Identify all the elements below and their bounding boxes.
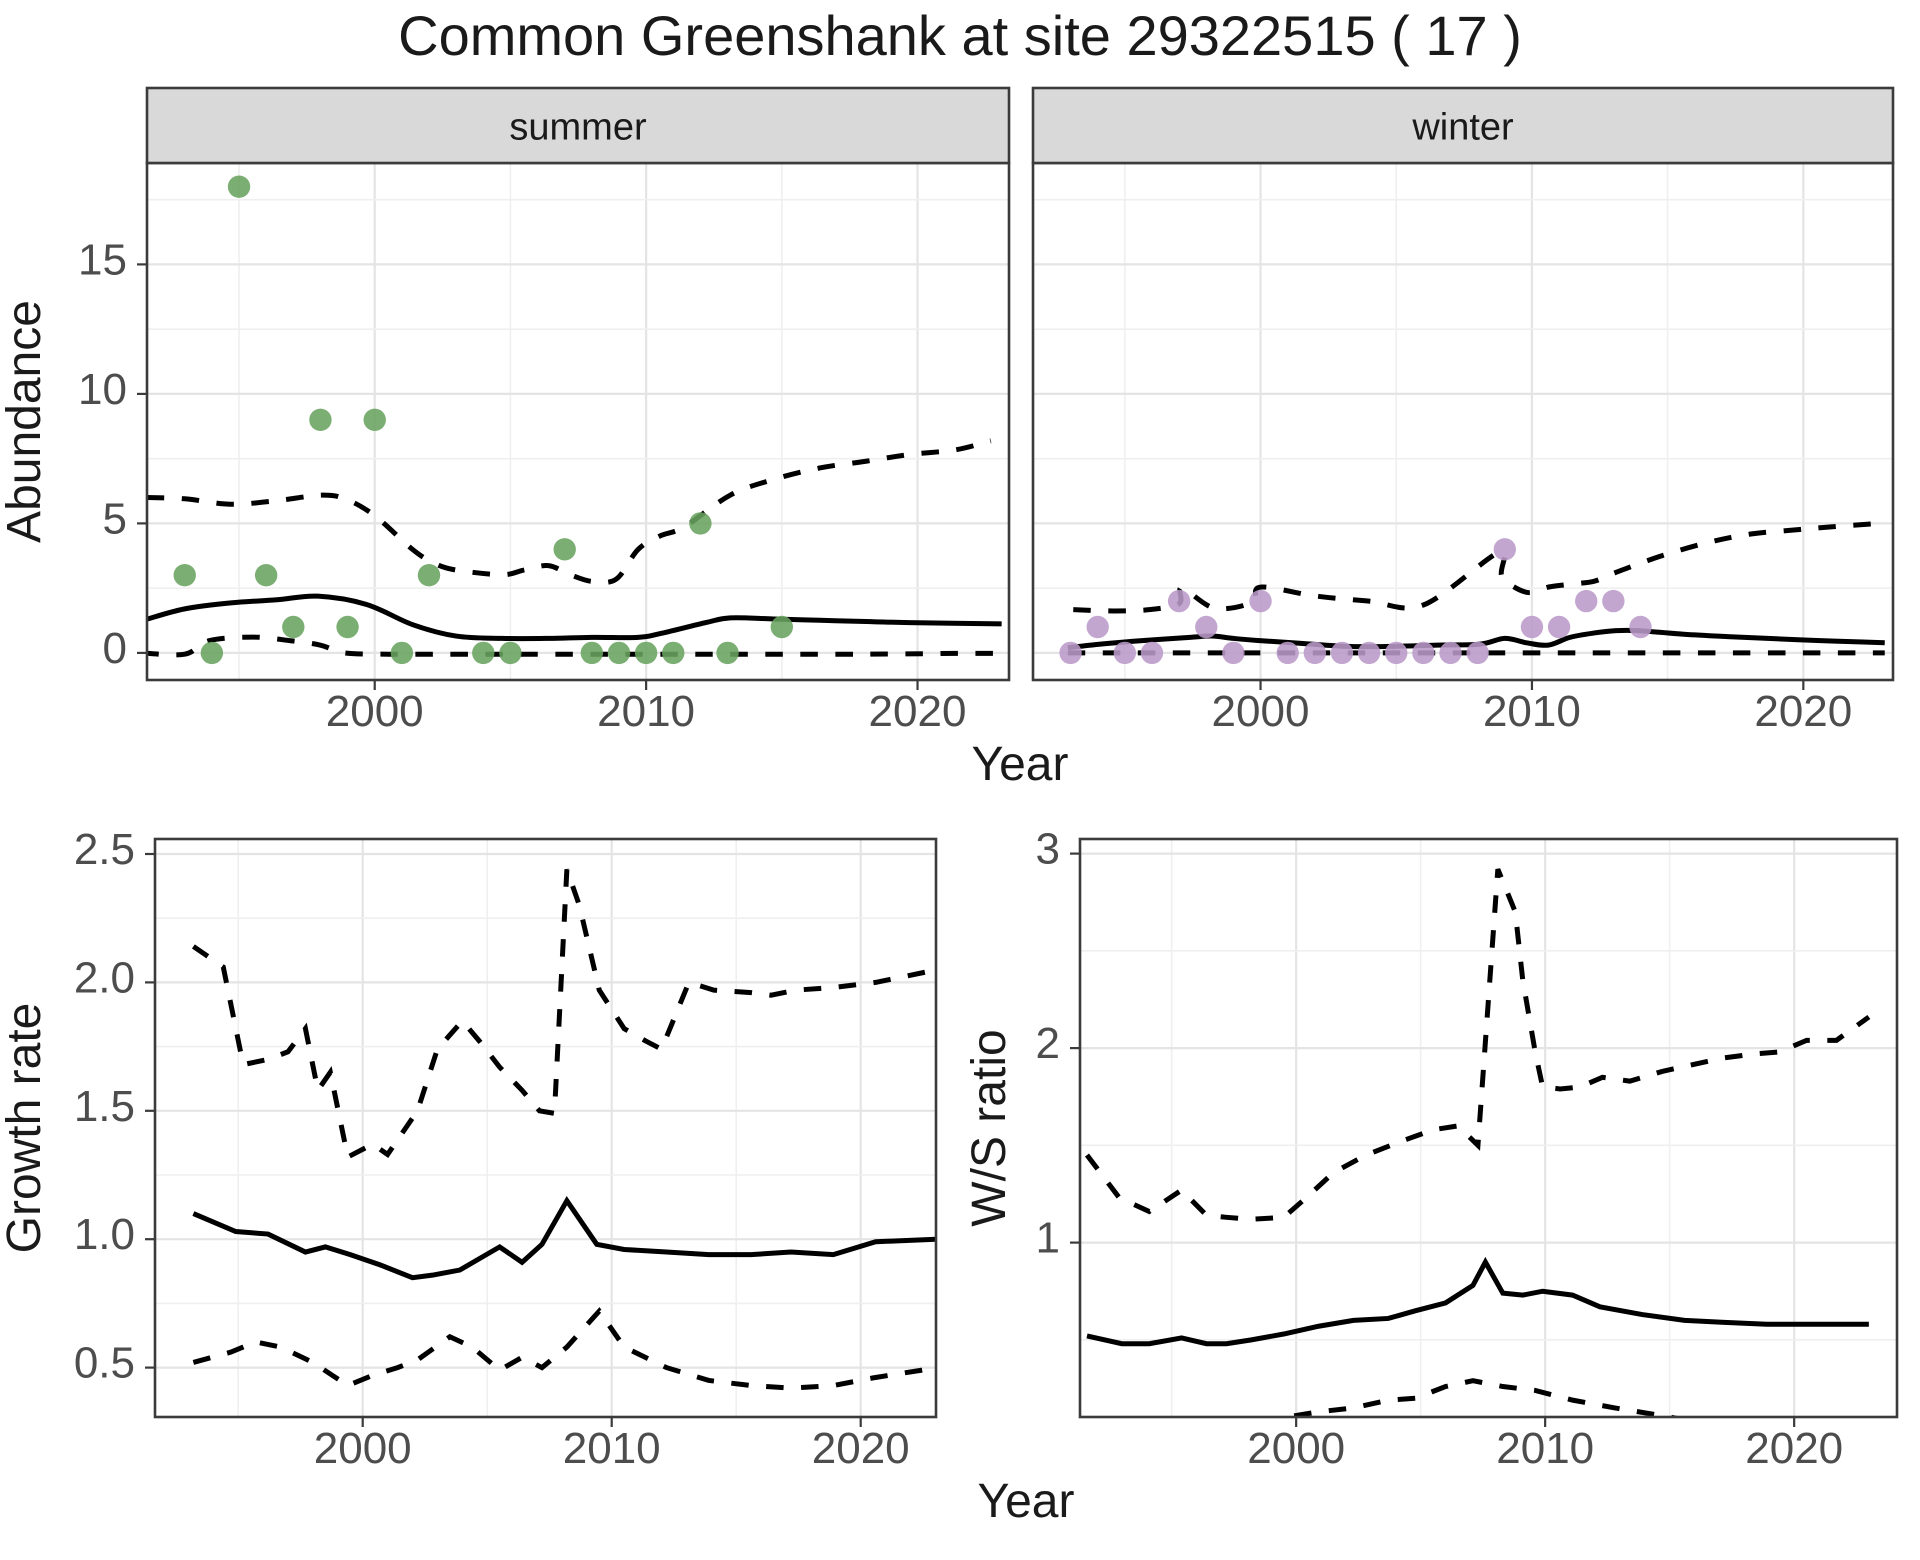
svg-text:3: 3 <box>1036 825 1060 874</box>
svg-text:1: 1 <box>1036 1214 1060 1263</box>
svg-text:2: 2 <box>1036 1019 1060 1068</box>
svg-text:1.5: 1.5 <box>74 1082 135 1131</box>
svg-text:5: 5 <box>103 494 127 543</box>
svg-text:summer: summer <box>509 107 647 149</box>
svg-text:winter: winter <box>1411 107 1514 149</box>
svg-text:Abundance: Abundance <box>0 300 51 543</box>
svg-text:2000: 2000 <box>1247 1424 1345 1473</box>
svg-text:2020: 2020 <box>869 687 967 736</box>
svg-text:2010: 2010 <box>563 1424 661 1473</box>
svg-text:2000: 2000 <box>1212 687 1310 736</box>
svg-text:10: 10 <box>78 365 127 414</box>
svg-text:2010: 2010 <box>1496 1424 1594 1473</box>
svg-text:W/S ratio: W/S ratio <box>963 1029 1016 1226</box>
svg-text:0.5: 0.5 <box>74 1339 135 1388</box>
svg-text:0: 0 <box>103 624 127 673</box>
svg-text:Year: Year <box>972 738 1069 791</box>
svg-text:2000: 2000 <box>314 1424 412 1473</box>
svg-text:15: 15 <box>78 235 127 284</box>
svg-text:2.0: 2.0 <box>74 953 135 1002</box>
svg-text:2000: 2000 <box>326 687 424 736</box>
svg-text:2020: 2020 <box>812 1424 910 1473</box>
svg-text:2020: 2020 <box>1745 1424 1843 1473</box>
svg-text:Year: Year <box>978 1475 1075 1528</box>
svg-text:2.5: 2.5 <box>74 825 135 874</box>
svg-text:2020: 2020 <box>1754 687 1852 736</box>
svg-text:2010: 2010 <box>1483 687 1581 736</box>
svg-text:2010: 2010 <box>597 687 695 736</box>
svg-text:1.0: 1.0 <box>74 1210 135 1259</box>
svg-text:Common Greenshank at site 2932: Common Greenshank at site 29322515 ( 17 … <box>398 4 1522 67</box>
svg-text:Growth rate: Growth rate <box>0 1003 51 1254</box>
